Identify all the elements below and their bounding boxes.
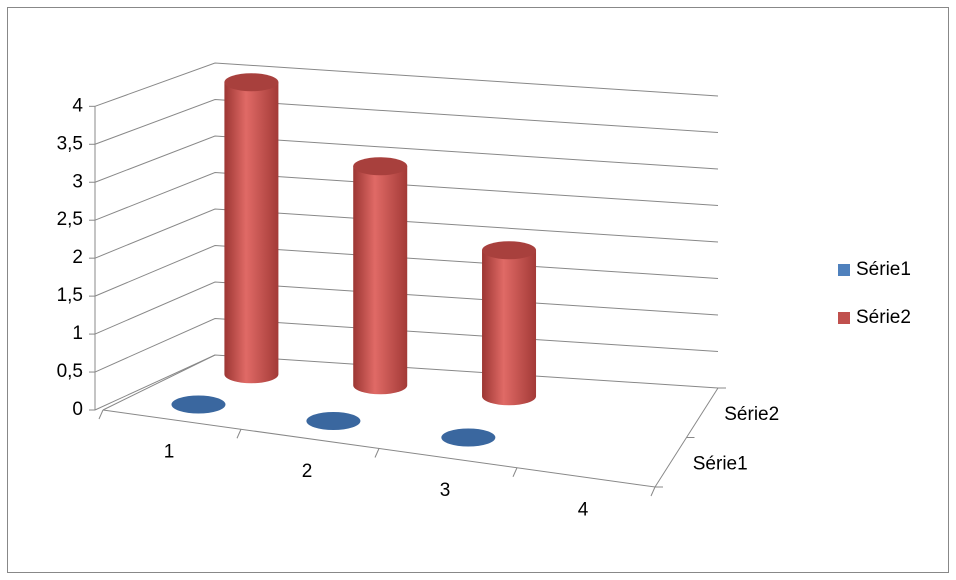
legend-label: Série1: [856, 259, 911, 280]
cylinder: [171, 395, 226, 414]
x-tick: [512, 467, 518, 477]
cylinder-top: [224, 73, 279, 92]
cylinder-top: [441, 428, 496, 447]
x-tick-label: 4: [578, 499, 589, 520]
chart-border: [7, 7, 949, 573]
y-tick-label: 3: [72, 171, 83, 192]
grid-line: [94, 98, 719, 145]
legend-swatch: [838, 264, 850, 276]
y-tick-label: 1,5: [57, 285, 83, 306]
grid-line: [94, 135, 719, 183]
cylinder-top: [353, 157, 408, 176]
depth-label: Série1: [693, 453, 748, 474]
x-tick: [98, 409, 104, 420]
depth-label: Série2: [724, 404, 779, 425]
grid-line: [94, 62, 719, 107]
grid-line: [94, 171, 719, 221]
y-tick-label: 2: [72, 247, 83, 268]
cylinder-body: [353, 166, 408, 395]
x-tick: [374, 448, 380, 458]
grid-line: [94, 244, 719, 297]
cylinder: [306, 412, 361, 430]
grid-line: [94, 208, 719, 259]
cylinder: [353, 157, 408, 395]
legend-swatch: [838, 312, 850, 324]
grid-line: [94, 317, 719, 373]
cylinder: [224, 73, 279, 384]
x-tick-label: 1: [164, 442, 175, 463]
x-tick: [650, 486, 656, 497]
x-tick-label: 3: [440, 480, 451, 501]
y-tick-label: 0: [72, 399, 83, 420]
x-tick: [236, 429, 242, 439]
grid-line: [94, 281, 719, 335]
cylinder-body: [482, 250, 537, 406]
cylinder-top: [306, 412, 361, 430]
y-tick-label: 0,5: [57, 361, 83, 382]
y-tick-label: 2,5: [57, 209, 83, 230]
cylinder: [441, 428, 496, 447]
cylinder-top: [171, 395, 226, 414]
y-tick-label: 1: [72, 323, 83, 344]
y-tick-label: 4: [72, 95, 83, 116]
cylinder: [482, 241, 537, 406]
cylinder-top: [482, 241, 537, 260]
cylinder-body: [224, 82, 279, 384]
y-tick-label: 3,5: [57, 133, 83, 154]
x-tick-label: 2: [302, 461, 313, 482]
legend-label: Série2: [856, 307, 911, 328]
floor-left-edge: [102, 354, 216, 411]
